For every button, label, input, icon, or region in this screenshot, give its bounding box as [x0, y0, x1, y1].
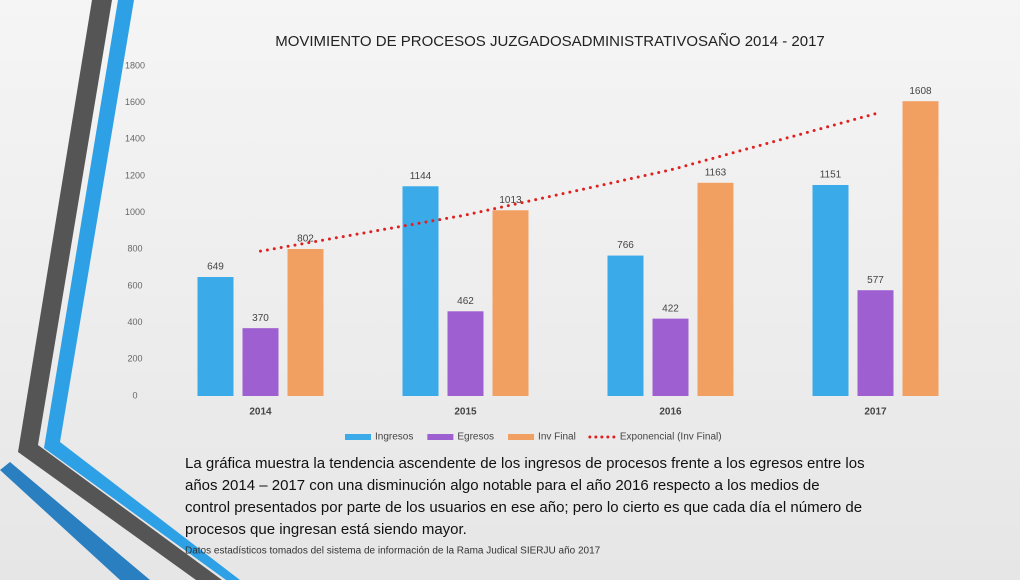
decor-stripe-dark — [18, 0, 222, 580]
y-tick-label: 1200 — [125, 170, 145, 180]
y-tick-label: 0 — [132, 390, 137, 400]
data-label: 766 — [617, 240, 634, 251]
caption-line: años 2014 – 2017 con una disminución alg… — [185, 477, 820, 494]
bar — [652, 318, 689, 396]
chart-title: MOVIMIENTO DE PROCESOS JUZGADOSADMINISTR… — [275, 33, 825, 50]
legend-label: Exponencial (Inv Final) — [620, 432, 722, 443]
legend-swatch — [345, 434, 371, 440]
bar — [857, 290, 894, 396]
data-label: 1144 — [410, 171, 432, 182]
source-note: Datos estadísticos tomados del sistema d… — [185, 546, 601, 557]
y-tick-label: 400 — [127, 317, 142, 327]
bar — [287, 248, 324, 396]
data-label: 1151 — [820, 170, 842, 181]
data-label: 462 — [457, 296, 474, 307]
data-label: 1013 — [499, 195, 522, 206]
bar — [242, 328, 279, 396]
bar — [607, 255, 644, 396]
y-tick-label: 1400 — [125, 134, 145, 144]
bar — [197, 277, 234, 396]
data-label: 577 — [867, 275, 884, 286]
data-label: 370 — [252, 313, 269, 324]
y-tick-label: 600 — [127, 280, 142, 290]
y-tick-label: 1600 — [125, 97, 145, 107]
y-tick-label: 200 — [127, 354, 142, 364]
data-label: 1163 — [705, 167, 727, 178]
decor-stripe-bottom — [0, 462, 150, 580]
caption-line: control presentados por parte de los usu… — [185, 499, 862, 516]
caption-line: La gráfica muestra la tendencia ascenden… — [185, 455, 865, 472]
data-label: 422 — [662, 303, 679, 314]
legend-swatch — [427, 434, 454, 440]
bar — [697, 182, 734, 396]
data-label: 649 — [207, 262, 224, 273]
bar — [402, 186, 439, 396]
y-tick-label: 1000 — [125, 207, 145, 217]
caption-line: procesos que ingresan está siendo mayor. — [185, 521, 467, 538]
x-tick-label: 2014 — [249, 407, 272, 418]
bar — [902, 101, 939, 396]
x-tick-label: 2015 — [454, 407, 477, 418]
legend-swatch — [508, 434, 535, 440]
legend-label: Egresos — [457, 432, 494, 443]
bar — [812, 184, 849, 396]
trend-line — [259, 112, 877, 253]
y-tick-label: 1800 — [125, 60, 145, 70]
decor-stripe-blue — [44, 0, 240, 580]
legend-label: Inv Final — [538, 432, 576, 443]
x-tick-label: 2017 — [864, 407, 887, 418]
data-label: 802 — [297, 234, 314, 245]
data-label: 1608 — [909, 86, 932, 97]
legend-label: Ingresos — [375, 432, 413, 443]
y-tick-label: 800 — [127, 244, 142, 254]
bar — [447, 311, 484, 396]
x-tick-label: 2016 — [659, 407, 682, 418]
bar — [492, 210, 529, 396]
